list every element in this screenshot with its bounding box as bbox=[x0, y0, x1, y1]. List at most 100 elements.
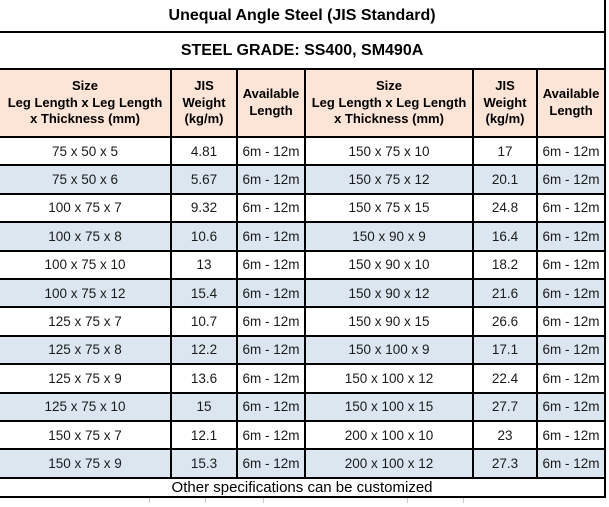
length-cell-right: 6m - 12m bbox=[535, 164, 607, 195]
col-header-weight-left: JIS Weight (kg/m) bbox=[170, 68, 238, 138]
weight-cell-right: 22.4 bbox=[472, 363, 538, 394]
weight-cell-left: 15.4 bbox=[170, 277, 238, 309]
gridline-stub bbox=[463, 497, 464, 503]
weight-cell-left: 10.7 bbox=[170, 306, 238, 337]
weight-cell-left: 15 bbox=[170, 391, 238, 422]
length-cell-left: 6m - 12m bbox=[236, 249, 306, 280]
length-cell-right: 6m - 12m bbox=[535, 334, 607, 366]
table-row: 75 x 50 x 6 5.67 6m - 12m 150 x 75 x 12 … bbox=[0, 164, 607, 195]
weight-cell-right: 27.3 bbox=[472, 448, 538, 479]
column-header-row: Size Leg Length x Leg Length x Thickness… bbox=[0, 68, 607, 138]
size-cell-left: 100 x 75 x 12 bbox=[0, 277, 172, 309]
weight-cell-right: 16.4 bbox=[472, 221, 538, 252]
length-cell-left: 6m - 12m bbox=[236, 192, 306, 224]
size-cell-left: 75 x 50 x 5 bbox=[0, 135, 172, 167]
weight-cell-left: 13 bbox=[170, 249, 238, 280]
steel-grade-subtitle: STEEL GRADE: SS400, SM490A bbox=[0, 31, 607, 70]
weight-cell-right: 23 bbox=[472, 419, 538, 451]
col-header-size-left: Size Leg Length x Leg Length x Thickness… bbox=[0, 68, 172, 138]
size-cell-right: 150 x 90 x 15 bbox=[304, 306, 474, 337]
gridline-stub bbox=[407, 497, 408, 503]
weight-cell-left: 10.6 bbox=[170, 221, 238, 252]
length-cell-left: 6m - 12m bbox=[236, 419, 306, 451]
col-header-length-right: Available Length bbox=[535, 68, 607, 138]
length-cell-right: 6m - 12m bbox=[535, 277, 607, 309]
size-cell-right: 150 x 100 x 15 bbox=[304, 391, 474, 422]
size-cell-left: 100 x 75 x 7 bbox=[0, 192, 172, 224]
table-row: 150 x 75 x 9 15.3 6m - 12m 200 x 100 x 1… bbox=[0, 448, 607, 479]
length-cell-left: 6m - 12m bbox=[236, 306, 306, 337]
length-cell-left: 6m - 12m bbox=[236, 135, 306, 167]
size-cell-left: 150 x 75 x 9 bbox=[0, 448, 172, 479]
table-row: 150 x 75 x 7 12.1 6m - 12m 200 x 100 x 1… bbox=[0, 419, 607, 451]
length-cell-right: 6m - 12m bbox=[535, 135, 607, 167]
size-cell-right: 150 x 100 x 9 bbox=[304, 334, 474, 366]
table-row: 75 x 50 x 5 4.81 6m - 12m 150 x 75 x 10 … bbox=[0, 135, 607, 167]
size-cell-right: 150 x 90 x 9 bbox=[304, 221, 474, 252]
length-cell-left: 6m - 12m bbox=[236, 164, 306, 195]
weight-cell-right: 17.1 bbox=[472, 334, 538, 366]
size-cell-left: 75 x 50 x 6 bbox=[0, 164, 172, 195]
length-cell-right: 6m - 12m bbox=[535, 419, 607, 451]
size-cell-right: 200 x 100 x 10 bbox=[304, 419, 474, 451]
table-row: 125 x 75 x 9 13.6 6m - 12m 150 x 100 x 1… bbox=[0, 363, 607, 394]
size-cell-left: 125 x 75 x 7 bbox=[0, 306, 172, 337]
length-cell-right: 6m - 12m bbox=[535, 221, 607, 252]
title-row: Unequal Angle Steel (JIS Standard) bbox=[0, 0, 607, 33]
subtitle-row: STEEL GRADE: SS400, SM490A bbox=[0, 31, 607, 70]
unequal-angle-steel-spec-table: Unequal Angle Steel (JIS Standard) STEEL… bbox=[0, 0, 607, 498]
size-cell-left: 125 x 75 x 10 bbox=[0, 391, 172, 422]
weight-cell-right: 20.1 bbox=[472, 164, 538, 195]
size-cell-left: 100 x 75 x 10 bbox=[0, 249, 172, 280]
weight-cell-left: 13.6 bbox=[170, 363, 238, 394]
size-cell-right: 150 x 75 x 12 bbox=[304, 164, 474, 195]
table-row: 100 x 75 x 8 10.6 6m - 12m 150 x 90 x 9 … bbox=[0, 221, 607, 252]
size-cell-right: 150 x 90 x 10 bbox=[304, 249, 474, 280]
length-cell-right: 6m - 12m bbox=[535, 306, 607, 337]
weight-cell-left: 15.3 bbox=[170, 448, 238, 479]
size-cell-right: 150 x 75 x 15 bbox=[304, 192, 474, 224]
size-cell-left: 125 x 75 x 9 bbox=[0, 363, 172, 394]
table-row: 125 x 75 x 8 12.2 6m - 12m 150 x 100 x 9… bbox=[0, 334, 607, 366]
gridline-stub bbox=[263, 497, 264, 503]
length-cell-left: 6m - 12m bbox=[236, 221, 306, 252]
spreadsheet-gridline-strip bbox=[0, 497, 609, 504]
gridline-stub bbox=[205, 497, 206, 503]
size-cell-left: 150 x 75 x 7 bbox=[0, 419, 172, 451]
table-row: 125 x 75 x 10 15 6m - 12m 150 x 100 x 15… bbox=[0, 391, 607, 422]
table-row: 100 x 75 x 12 15.4 6m - 12m 150 x 90 x 1… bbox=[0, 277, 607, 309]
length-cell-left: 6m - 12m bbox=[236, 277, 306, 309]
size-cell-right: 150 x 75 x 10 bbox=[304, 135, 474, 167]
table-row: 100 x 75 x 10 13 6m - 12m 150 x 90 x 10 … bbox=[0, 249, 607, 280]
gridline-stub bbox=[149, 497, 150, 503]
table-row: 100 x 75 x 7 9.32 6m - 12m 150 x 75 x 15… bbox=[0, 192, 607, 224]
size-cell-left: 125 x 75 x 8 bbox=[0, 334, 172, 366]
size-cell-right: 150 x 100 x 12 bbox=[304, 363, 474, 394]
footer-row: Other specifications can be customized bbox=[0, 476, 607, 498]
weight-cell-right: 18.2 bbox=[472, 249, 538, 280]
weight-cell-right: 26.6 bbox=[472, 306, 538, 337]
footer-note: Other specifications can be customized bbox=[0, 476, 607, 498]
length-cell-right: 6m - 12m bbox=[535, 448, 607, 479]
length-cell-right: 6m - 12m bbox=[535, 192, 607, 224]
length-cell-right: 6m - 12m bbox=[535, 391, 607, 422]
table-row: 125 x 75 x 7 10.7 6m - 12m 150 x 90 x 15… bbox=[0, 306, 607, 337]
col-header-weight-right: JIS Weight (kg/m) bbox=[472, 68, 538, 138]
size-cell-right: 200 x 100 x 12 bbox=[304, 448, 474, 479]
length-cell-left: 6m - 12m bbox=[236, 448, 306, 479]
length-cell-right: 6m - 12m bbox=[535, 363, 607, 394]
size-cell-right: 150 x 90 x 12 bbox=[304, 277, 474, 309]
weight-cell-right: 27.7 bbox=[472, 391, 538, 422]
weight-cell-left: 9.32 bbox=[170, 192, 238, 224]
page-title: Unequal Angle Steel (JIS Standard) bbox=[0, 0, 607, 33]
length-cell-right: 6m - 12m bbox=[535, 249, 607, 280]
length-cell-left: 6m - 12m bbox=[236, 363, 306, 394]
length-cell-left: 6m - 12m bbox=[236, 334, 306, 366]
col-header-length-left: Available Length bbox=[236, 68, 306, 138]
weight-cell-left: 12.2 bbox=[170, 334, 238, 366]
weight-cell-left: 12.1 bbox=[170, 419, 238, 451]
size-cell-left: 100 x 75 x 8 bbox=[0, 221, 172, 252]
weight-cell-right: 17 bbox=[472, 135, 538, 167]
weight-cell-left: 5.67 bbox=[170, 164, 238, 195]
weight-cell-left: 4.81 bbox=[170, 135, 238, 167]
